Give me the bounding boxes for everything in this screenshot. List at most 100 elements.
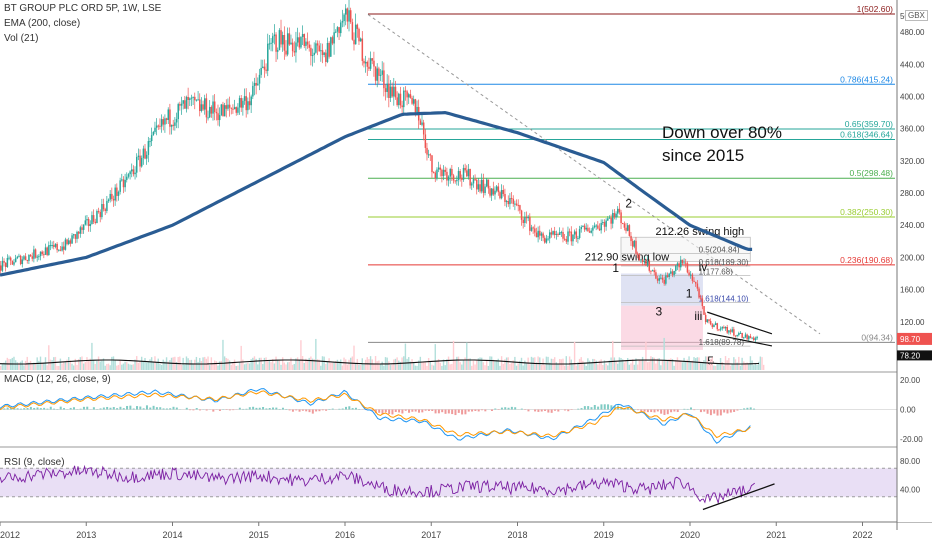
swing-high-label: 212.26 swing high — [656, 226, 745, 238]
volume-bar — [77, 359, 80, 370]
candle-body — [565, 239, 568, 242]
candle-body — [378, 68, 380, 76]
candle-body — [434, 172, 437, 179]
price-pane[interactable]: 1(502.60)0.786(415.24)0.65(359.70)0.618(… — [0, 0, 932, 523]
volume-bar — [661, 359, 664, 370]
volume-bar — [190, 359, 193, 370]
macd-histogram-bar — [345, 406, 347, 410]
candle-body — [454, 180, 456, 182]
candle-body — [331, 37, 334, 44]
volume-bar — [464, 357, 466, 370]
time-label-2020: 2020 — [680, 530, 700, 540]
ema-200-line — [0, 110, 753, 277]
macd-histogram-bar — [723, 409, 726, 413]
volume-bar — [285, 364, 287, 370]
candle-body — [703, 306, 705, 315]
candle-body — [446, 171, 448, 181]
price-scale[interactable]: 500.00480.00440.00400.00360.00320.00280.… — [896, 0, 932, 530]
volume-bar — [585, 365, 587, 370]
volume-bar — [670, 358, 672, 370]
macd-histogram-bar — [248, 407, 251, 410]
volume-bar — [295, 358, 297, 370]
symbol-legend[interactable]: BT GROUP PLC ORD 5P, 1W, LSE — [4, 3, 162, 14]
volume-bar — [310, 356, 312, 370]
candle-body — [590, 230, 592, 233]
volume-bar — [519, 360, 521, 370]
volume-bar — [442, 359, 445, 370]
macd-histogram-bar — [461, 409, 464, 415]
volume-bar — [748, 364, 750, 370]
macd-pane[interactable] — [0, 388, 897, 444]
candle-body — [97, 211, 100, 213]
rsi-legend[interactable]: RSI (9, close) — [4, 457, 65, 468]
candle-body — [180, 103, 183, 106]
volume-bar — [184, 364, 186, 370]
candle-body — [28, 254, 30, 261]
candle-body — [323, 52, 325, 55]
volume-bar — [643, 361, 645, 370]
volume-bar — [250, 359, 252, 370]
candle-body — [363, 60, 365, 64]
candle-body — [648, 260, 651, 271]
macd-histogram-bar — [749, 407, 752, 410]
candle-body — [399, 93, 402, 106]
candle-body — [721, 327, 724, 329]
candle-body — [257, 83, 259, 86]
candle-body — [335, 31, 337, 33]
candle-body — [485, 179, 488, 187]
volume-bar — [349, 357, 352, 370]
volume-bar — [391, 364, 393, 370]
volume-bar — [618, 357, 621, 370]
candle-body — [676, 263, 679, 266]
candle-body — [281, 35, 284, 45]
fib-label-0.618: 0.618(346.64) — [840, 129, 893, 139]
volume-legend[interactable]: Vol (21) — [4, 33, 39, 44]
macd-histogram-bar — [381, 409, 384, 415]
candle-body — [18, 255, 20, 257]
macd-histogram-bar — [255, 407, 258, 410]
volume-bar — [245, 363, 247, 370]
macd-histogram-bar — [444, 409, 447, 414]
candle-body — [633, 240, 636, 247]
candle-body — [469, 168, 471, 186]
candle-body — [106, 201, 108, 211]
ema-legend[interactable]: EMA (200, close) — [4, 18, 81, 29]
candle-body — [696, 283, 699, 289]
volume-bar — [582, 360, 584, 370]
candle-body — [371, 58, 374, 61]
candle-body — [122, 179, 125, 188]
candle-body — [404, 90, 407, 92]
candle-body — [9, 257, 12, 261]
macd-histogram-bar — [507, 407, 510, 410]
macd-histogram-bar — [63, 408, 66, 410]
candle-body — [102, 204, 105, 210]
time-label-2021: 2021 — [766, 530, 786, 540]
candle-body — [550, 232, 553, 235]
candle-body — [79, 227, 82, 234]
candle-body — [74, 234, 77, 239]
macd-histogram-bar — [411, 409, 414, 412]
macd-histogram-bar — [534, 409, 537, 412]
candle-body — [754, 338, 757, 341]
candle-body — [618, 208, 621, 213]
rsi-pane[interactable] — [0, 464, 897, 511]
macd-histogram-bar — [504, 407, 507, 410]
volume-bar — [678, 360, 680, 370]
macd-histogram-bar — [706, 409, 709, 414]
volume-bar — [595, 360, 597, 370]
candle-body — [89, 224, 92, 227]
currency-badge[interactable]: GBX — [905, 10, 928, 21]
volume-bar — [635, 358, 637, 370]
time-axis[interactable]: 2012 2013 2014 2015 2016 2017 2018 2019 2020 2021… — [0, 521, 932, 540]
volume-bar — [444, 365, 446, 370]
volume-bar — [318, 359, 320, 370]
candle-body — [744, 334, 747, 338]
volume-bar — [92, 359, 95, 370]
macd-histogram-bar — [467, 409, 470, 412]
candle-body — [592, 227, 594, 231]
macd-legend[interactable]: MACD (12, 26, close, 9) — [4, 374, 111, 385]
volume-bar — [112, 356, 115, 370]
candle-body — [343, 14, 345, 22]
candle-body — [318, 45, 320, 52]
